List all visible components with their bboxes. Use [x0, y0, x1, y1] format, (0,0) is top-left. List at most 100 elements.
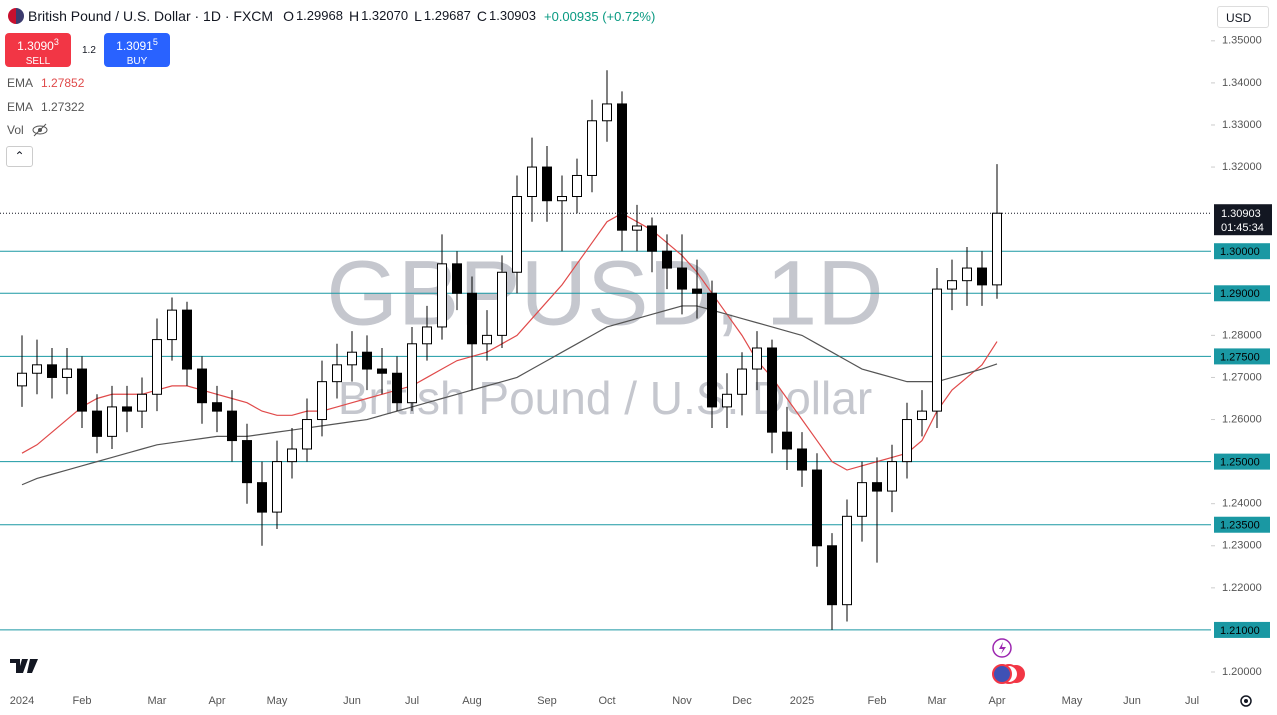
candle-body — [17, 372, 27, 387]
candle-body — [857, 482, 867, 517]
candle-body — [722, 393, 732, 408]
ema-name: EMA — [7, 76, 34, 90]
ohlc-key: C — [476, 8, 487, 24]
candle-body — [767, 347, 777, 433]
ohlc-key: O — [283, 8, 294, 24]
x-tick-label: Oct — [598, 695, 615, 707]
candle-body — [827, 545, 837, 606]
candle-body — [137, 393, 147, 412]
symbol[interactable]: British Pound / U.S. Dollar · 1D · FXCM — [28, 8, 274, 24]
hidden-icon[interactable] — [32, 123, 48, 137]
y-tick-label: 1.26000 — [1222, 413, 1262, 425]
candle-body — [902, 419, 912, 463]
sell-label: SELL — [25, 56, 51, 67]
candle-body — [32, 364, 42, 374]
candle-body — [362, 351, 372, 370]
x-tick-label: Mar — [928, 695, 947, 707]
ohlc-value: 1.29968 — [295, 8, 343, 23]
ema-value: 1.27852 — [41, 76, 85, 90]
ema-row[interactable]: EMA 1.27322 — [7, 100, 84, 114]
candle-body — [707, 292, 717, 408]
level-label-bg — [1214, 621, 1270, 638]
ema-row[interactable]: EMA 1.27852 — [7, 76, 84, 90]
candle-body — [152, 339, 162, 395]
settings-icon[interactable] — [1240, 695, 1252, 707]
x-tick-label: Apr — [988, 695, 1005, 707]
vol-row[interactable]: Vol — [7, 123, 48, 137]
candle-body — [272, 461, 282, 513]
sell-price-main: 1.3090 — [17, 39, 54, 53]
ema-name: EMA — [7, 100, 34, 114]
level-label: 1.21000 — [1220, 625, 1260, 637]
candle-body — [947, 280, 957, 290]
candle-body — [332, 364, 342, 383]
tv-logo — [10, 659, 38, 673]
candle-body — [752, 347, 762, 370]
buy-price: 1.30915 — [104, 35, 170, 54]
candle-body — [617, 103, 627, 231]
candle-body — [122, 406, 132, 412]
candle-body — [602, 103, 612, 122]
candle-body — [167, 309, 177, 341]
x-tick-label: May — [267, 695, 288, 707]
ohlc-value: 1.30903 — [489, 8, 536, 23]
buy-label: BUY — [126, 56, 148, 67]
candle-body — [197, 368, 207, 404]
candle-body — [587, 120, 597, 176]
candle-body — [302, 419, 312, 450]
level-label-bg — [1214, 285, 1270, 302]
candle-body — [797, 448, 807, 471]
event-icons — [992, 638, 1025, 684]
vol-label: Vol — [7, 123, 24, 137]
candle-body — [62, 368, 72, 378]
currency-select[interactable]: USD — [1217, 6, 1269, 28]
x-tick-label: Jun — [343, 695, 361, 707]
price-label: 1.30903 — [1221, 208, 1261, 220]
level-label: 1.25000 — [1220, 457, 1260, 469]
candle-body — [572, 174, 582, 198]
collapse-button[interactable]: ⌃ — [6, 146, 33, 167]
ema-value: 1.27322 — [41, 100, 85, 114]
y-tick-label: 1.22000 — [1222, 582, 1262, 594]
sell-pip: 3 — [53, 37, 59, 47]
y-tick-label: 1.28000 — [1222, 329, 1262, 341]
level-label: 1.29000 — [1220, 288, 1260, 300]
x-tick-label: Sep — [537, 695, 557, 707]
candle-body — [887, 461, 897, 492]
candle-body — [482, 334, 492, 345]
x-tick-label: 2025 — [790, 695, 814, 707]
level-label-bg — [1214, 453, 1270, 470]
x-tick-label: Jul — [1185, 695, 1199, 707]
candle-body — [662, 250, 672, 269]
x-tick-label: Nov — [672, 695, 692, 707]
candle-body — [287, 448, 297, 463]
level-label-bg — [1214, 348, 1270, 365]
y-tick-label: 1.33000 — [1222, 119, 1262, 131]
level-label: 1.30000 — [1220, 246, 1260, 258]
symbol-icon — [8, 8, 24, 24]
candle-body — [467, 292, 477, 345]
candle-body — [527, 166, 537, 198]
ema-line — [21, 212, 998, 471]
y-tick-label: 1.27000 — [1222, 371, 1262, 383]
candle-body — [182, 309, 192, 370]
x-tick-label: Mar — [148, 695, 167, 707]
y-tick-label: 1.32000 — [1222, 161, 1262, 173]
candle-body — [872, 482, 882, 492]
candle-body — [497, 271, 507, 336]
sell-button[interactable]: 1.30903 SELL — [5, 33, 71, 67]
x-tick-label: Feb — [73, 695, 92, 707]
change: +0.00935 (+0.72%) — [544, 8, 656, 24]
ohlc: O 1.29968 H 1.32070 L 1.29687 C 1.30903 — [277, 8, 536, 24]
ohlc-value: 1.29687 — [423, 8, 471, 23]
axes: 1.20000 1.22000 1.23000 1.24000 1.26000 1.270… — [10, 35, 1272, 707]
buy-price-main: 1.3091 — [116, 39, 153, 53]
ohlc-value: 1.32070 — [361, 8, 409, 23]
candle-body — [407, 343, 417, 404]
plot — [0, 70, 1211, 631]
y-tick-label: 1.20000 — [1222, 666, 1262, 678]
buy-button[interactable]: 1.30915 BUY — [104, 33, 170, 67]
candle-body — [962, 267, 972, 282]
candle-body — [512, 196, 522, 273]
